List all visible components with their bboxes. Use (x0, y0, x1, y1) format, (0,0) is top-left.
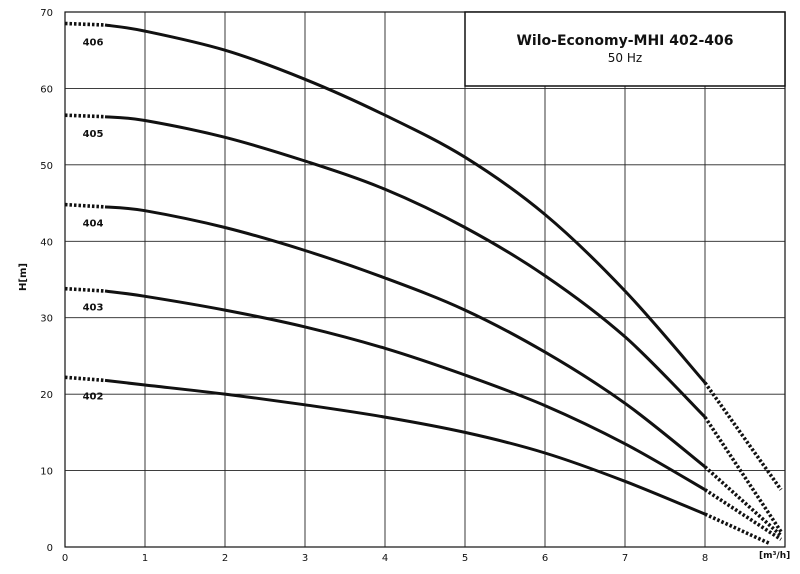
y-tick-label: 40 (40, 237, 53, 248)
x-axis-unit-label: [m³/h] (759, 551, 790, 561)
x-tick-label: 2 (222, 553, 228, 564)
series-label: 404 (83, 219, 104, 230)
x-tick-label: 5 (462, 553, 468, 564)
grid (64, 11, 786, 548)
series-line-dotted-end (703, 416, 783, 533)
x-tick-label: 4 (382, 553, 388, 564)
series-line (104, 115, 707, 419)
series-line (104, 289, 706, 491)
series-406: 406 (64, 21, 783, 491)
title-box: Wilo-Economy-MHI 402-406 50 Hz (464, 11, 786, 87)
y-axis-label: H[m] (18, 263, 29, 291)
series-line (104, 23, 707, 384)
plot-frame (64, 11, 786, 548)
series-label: 403 (83, 303, 104, 314)
x-tick-label: 0 (62, 553, 68, 564)
series-line (104, 205, 706, 468)
y-tick-label: 60 (40, 84, 53, 95)
series-402: 402 (64, 375, 770, 545)
x-tick-label: 8 (702, 553, 708, 564)
series-label: 406 (83, 37, 104, 48)
series-line-dotted-end (703, 381, 783, 491)
series-line-dotted-end (703, 465, 783, 537)
series-405: 405 (64, 113, 783, 533)
x-tick-label: 1 (142, 553, 148, 564)
tick-labels: 0 1 2 3 4 5 6 7 8 0 10 20 30 40 50 60 70 (40, 8, 708, 564)
series-line-dotted-start (64, 286, 106, 293)
axes: H[m] [m³/h] (18, 263, 790, 561)
x-tick-label: 6 (542, 553, 548, 564)
title-box-frame (464, 11, 786, 87)
x-tick-label: 7 (622, 553, 628, 564)
series: 406 405 404 403 402 (64, 21, 783, 545)
series-404: 404 (64, 202, 783, 537)
series-line-dotted-end (704, 512, 770, 545)
y-tick-label: 50 (40, 161, 53, 172)
y-tick-label: 10 (40, 467, 53, 478)
series-line-dotted-start (64, 113, 106, 119)
y-tick-label: 30 (40, 314, 53, 325)
series-line-dotted-start (64, 202, 106, 209)
series-label: 405 (83, 129, 104, 140)
series-label: 402 (83, 391, 104, 402)
x-tick-label: 3 (302, 553, 308, 564)
chart-title: Wilo-Economy-MHI 402-406 (516, 33, 733, 49)
series-line-dotted-start (64, 21, 106, 27)
series-line-dotted-end (704, 488, 782, 541)
chart-subtitle: 50 Hz (608, 51, 642, 65)
series-line (104, 378, 706, 516)
series-line-dotted-start (64, 375, 106, 383)
y-tick-label: 0 (47, 543, 53, 554)
series-403: 403 (64, 286, 782, 541)
y-tick-label: 70 (40, 8, 53, 19)
y-tick-label: 20 (40, 390, 53, 401)
